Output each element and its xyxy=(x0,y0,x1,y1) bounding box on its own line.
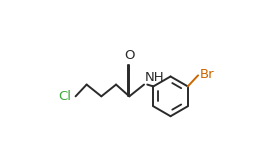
Text: O: O xyxy=(124,49,135,62)
Text: NH: NH xyxy=(145,71,164,84)
Text: Br: Br xyxy=(200,68,214,81)
Text: Cl: Cl xyxy=(58,90,71,103)
